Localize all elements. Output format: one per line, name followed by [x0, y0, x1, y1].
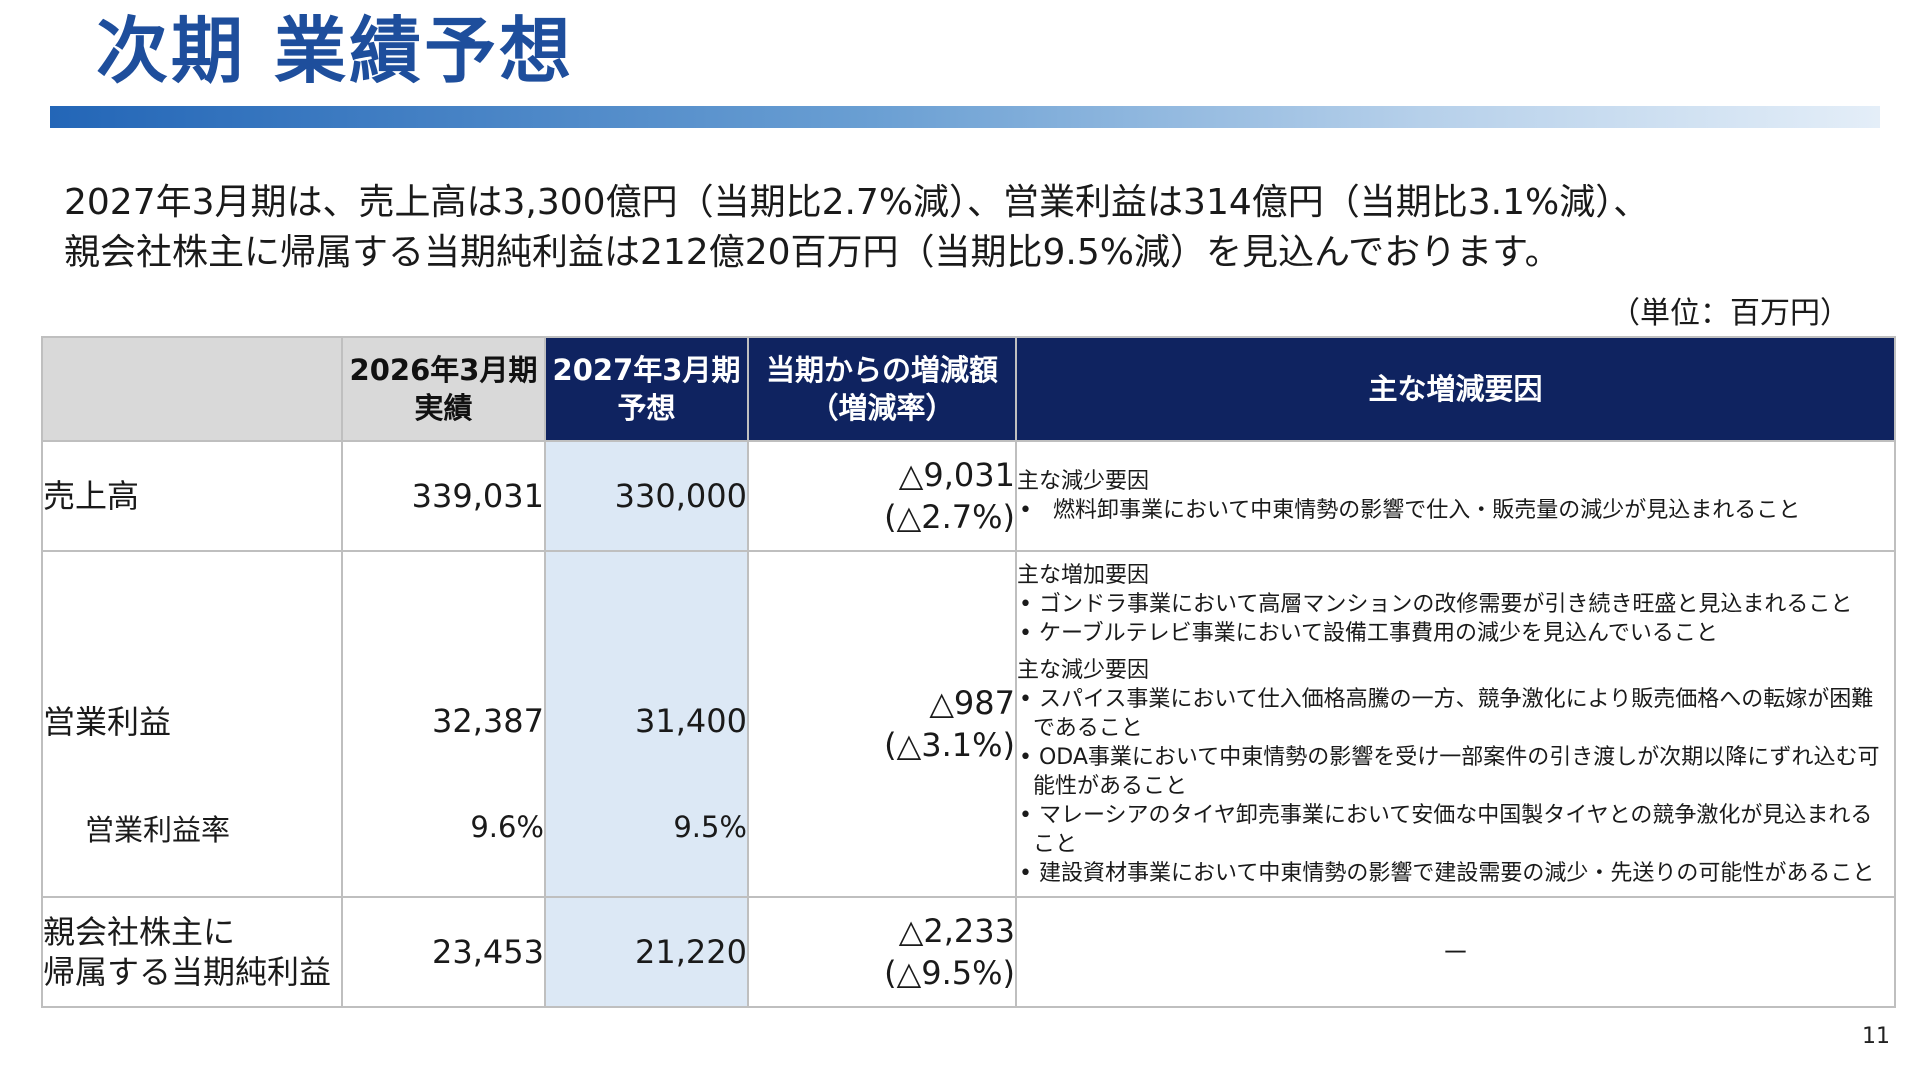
- sales-actual: 339,031: [341, 440, 546, 552]
- net-change-amount: △2,233: [898, 912, 1015, 950]
- table-header-row: 2026年3月期 実績 2027年3月期 予想 当期からの増減額 （増減率） 主…: [41, 336, 1896, 442]
- operating-margin-actual: 9.6%: [470, 810, 544, 844]
- net-label-line1: 親会社株主に: [43, 913, 236, 951]
- row-label-net-income: 親会社株主に 帰属する当期純利益: [41, 896, 343, 1008]
- list-item: • 建設資材事業において中東情勢の影響で建設需要の減少・先送りの可能性があること: [1019, 860, 1875, 886]
- table-row-sales: 売上高 339,031 330,000 △9,031 (△2.7%) 主な減少要…: [41, 440, 1896, 552]
- operating-actual-cell: 32,387 9.6%: [341, 550, 546, 898]
- operating-increase-head: 主な増加要因: [1017, 562, 1150, 588]
- page-title: 次期 業績予想: [96, 9, 575, 93]
- table-row-operating: 営業利益 営業利益率 32,387 9.6% 31,400 9.5% △987 …: [41, 550, 1896, 898]
- list-item: • ODA事業において中東情勢の影響を受け一部案件の引き渡しが次期以降にずれ込む…: [1019, 744, 1880, 799]
- operating-margin-label: 営業利益率: [85, 813, 231, 847]
- header-factors: 主な増減要因: [1015, 336, 1896, 442]
- header-actual: 2026年3月期 実績: [341, 336, 546, 442]
- header-actual-line1: 2026年3月期: [349, 353, 538, 387]
- unit-label: （単位：百万円）: [1610, 296, 1850, 331]
- operating-label: 営業利益: [43, 703, 172, 741]
- operating-forecast-cell: 31,400 9.5%: [544, 550, 749, 898]
- list-item: • 燃料卸事業において中東情勢の影響で仕入・販売量の減少が見込まれること: [1019, 498, 1801, 523]
- operating-change-rate: (△3.1%): [884, 726, 1015, 764]
- header-change-line1: 当期からの増減額: [765, 353, 998, 387]
- operating-decrease-head: 主な減少要因: [1017, 657, 1150, 683]
- header-forecast-line2: 予想: [617, 391, 676, 425]
- list-item: • スパイス事業において仕入価格高騰の一方、競争激化により販売価格への転嫁が困難…: [1019, 686, 1874, 741]
- operating-forecast: 31,400: [635, 702, 747, 740]
- row-label-sales: 売上高: [41, 440, 343, 552]
- list-item: • ケーブルテレビ事業において設備工事費用の減少を見込んでいること: [1019, 620, 1718, 646]
- row-label-operating: 営業利益 営業利益率: [41, 550, 343, 898]
- sales-change-rate: (△2.7%): [884, 498, 1015, 536]
- net-label-line2: 帰属する当期純利益: [43, 953, 332, 991]
- header-actual-line2: 実績: [414, 391, 473, 425]
- summary-text: 2027年3月期は、売上高は3,300億円（当期比2.7%減）、営業利益は314…: [64, 178, 1864, 278]
- list-item: • ゴンドラ事業において高層マンションの改修需要が引き続き旺盛と見込まれること: [1019, 591, 1853, 617]
- header-forecast: 2027年3月期 予想: [544, 336, 749, 442]
- table-row-net-income: 親会社株主に 帰属する当期純利益 23,453 21,220 △2,233 (△…: [41, 896, 1896, 1008]
- header-change-line2: （増減率）: [809, 391, 955, 425]
- operating-change-amount: △987: [929, 684, 1015, 722]
- sales-decrease-head: 主な減少要因: [1017, 469, 1150, 494]
- operating-actual: 32,387: [432, 702, 544, 740]
- operating-change: △987 (△3.1%): [747, 550, 1017, 898]
- net-change: △2,233 (△9.5%): [747, 896, 1017, 1008]
- sales-forecast: 330,000: [544, 440, 749, 552]
- net-forecast: 21,220: [544, 896, 749, 1008]
- page-number: 11: [1862, 1024, 1890, 1049]
- header-forecast-line1: 2027年3月期: [552, 353, 741, 387]
- sales-factors: 主な減少要因 • 燃料卸事業において中東情勢の影響で仕入・販売量の減少が見込まれ…: [1015, 440, 1896, 552]
- summary-line-2: 親会社株主に帰属する当期純利益は212億20百万円（当期比9.5%減）を見込んで…: [64, 232, 1561, 273]
- sales-change: △9,031 (△2.7%): [747, 440, 1017, 552]
- forecast-table: 2026年3月期 実績 2027年3月期 予想 当期からの増減額 （増減率） 主…: [41, 336, 1896, 1008]
- net-change-rate: (△9.5%): [884, 954, 1015, 992]
- header-change: 当期からの増減額 （増減率）: [747, 336, 1017, 442]
- summary-line-1: 2027年3月期は、売上高は3,300億円（当期比2.7%減）、営業利益は314…: [64, 182, 1650, 223]
- title-underline-bar: [50, 106, 1880, 128]
- operating-factors: 主な増加要因 • ゴンドラ事業において高層マンションの改修需要が引き続き旺盛と見…: [1015, 550, 1896, 898]
- operating-margin-forecast: 9.5%: [673, 810, 747, 844]
- sales-change-amount: △9,031: [898, 456, 1015, 494]
- net-actual: 23,453: [341, 896, 546, 1008]
- net-factors: －: [1015, 896, 1896, 1008]
- list-item: • マレーシアのタイヤ卸売事業において安価な中国製タイヤとの競争激化が見込まれる…: [1019, 802, 1873, 857]
- header-blank-cell: [41, 336, 343, 442]
